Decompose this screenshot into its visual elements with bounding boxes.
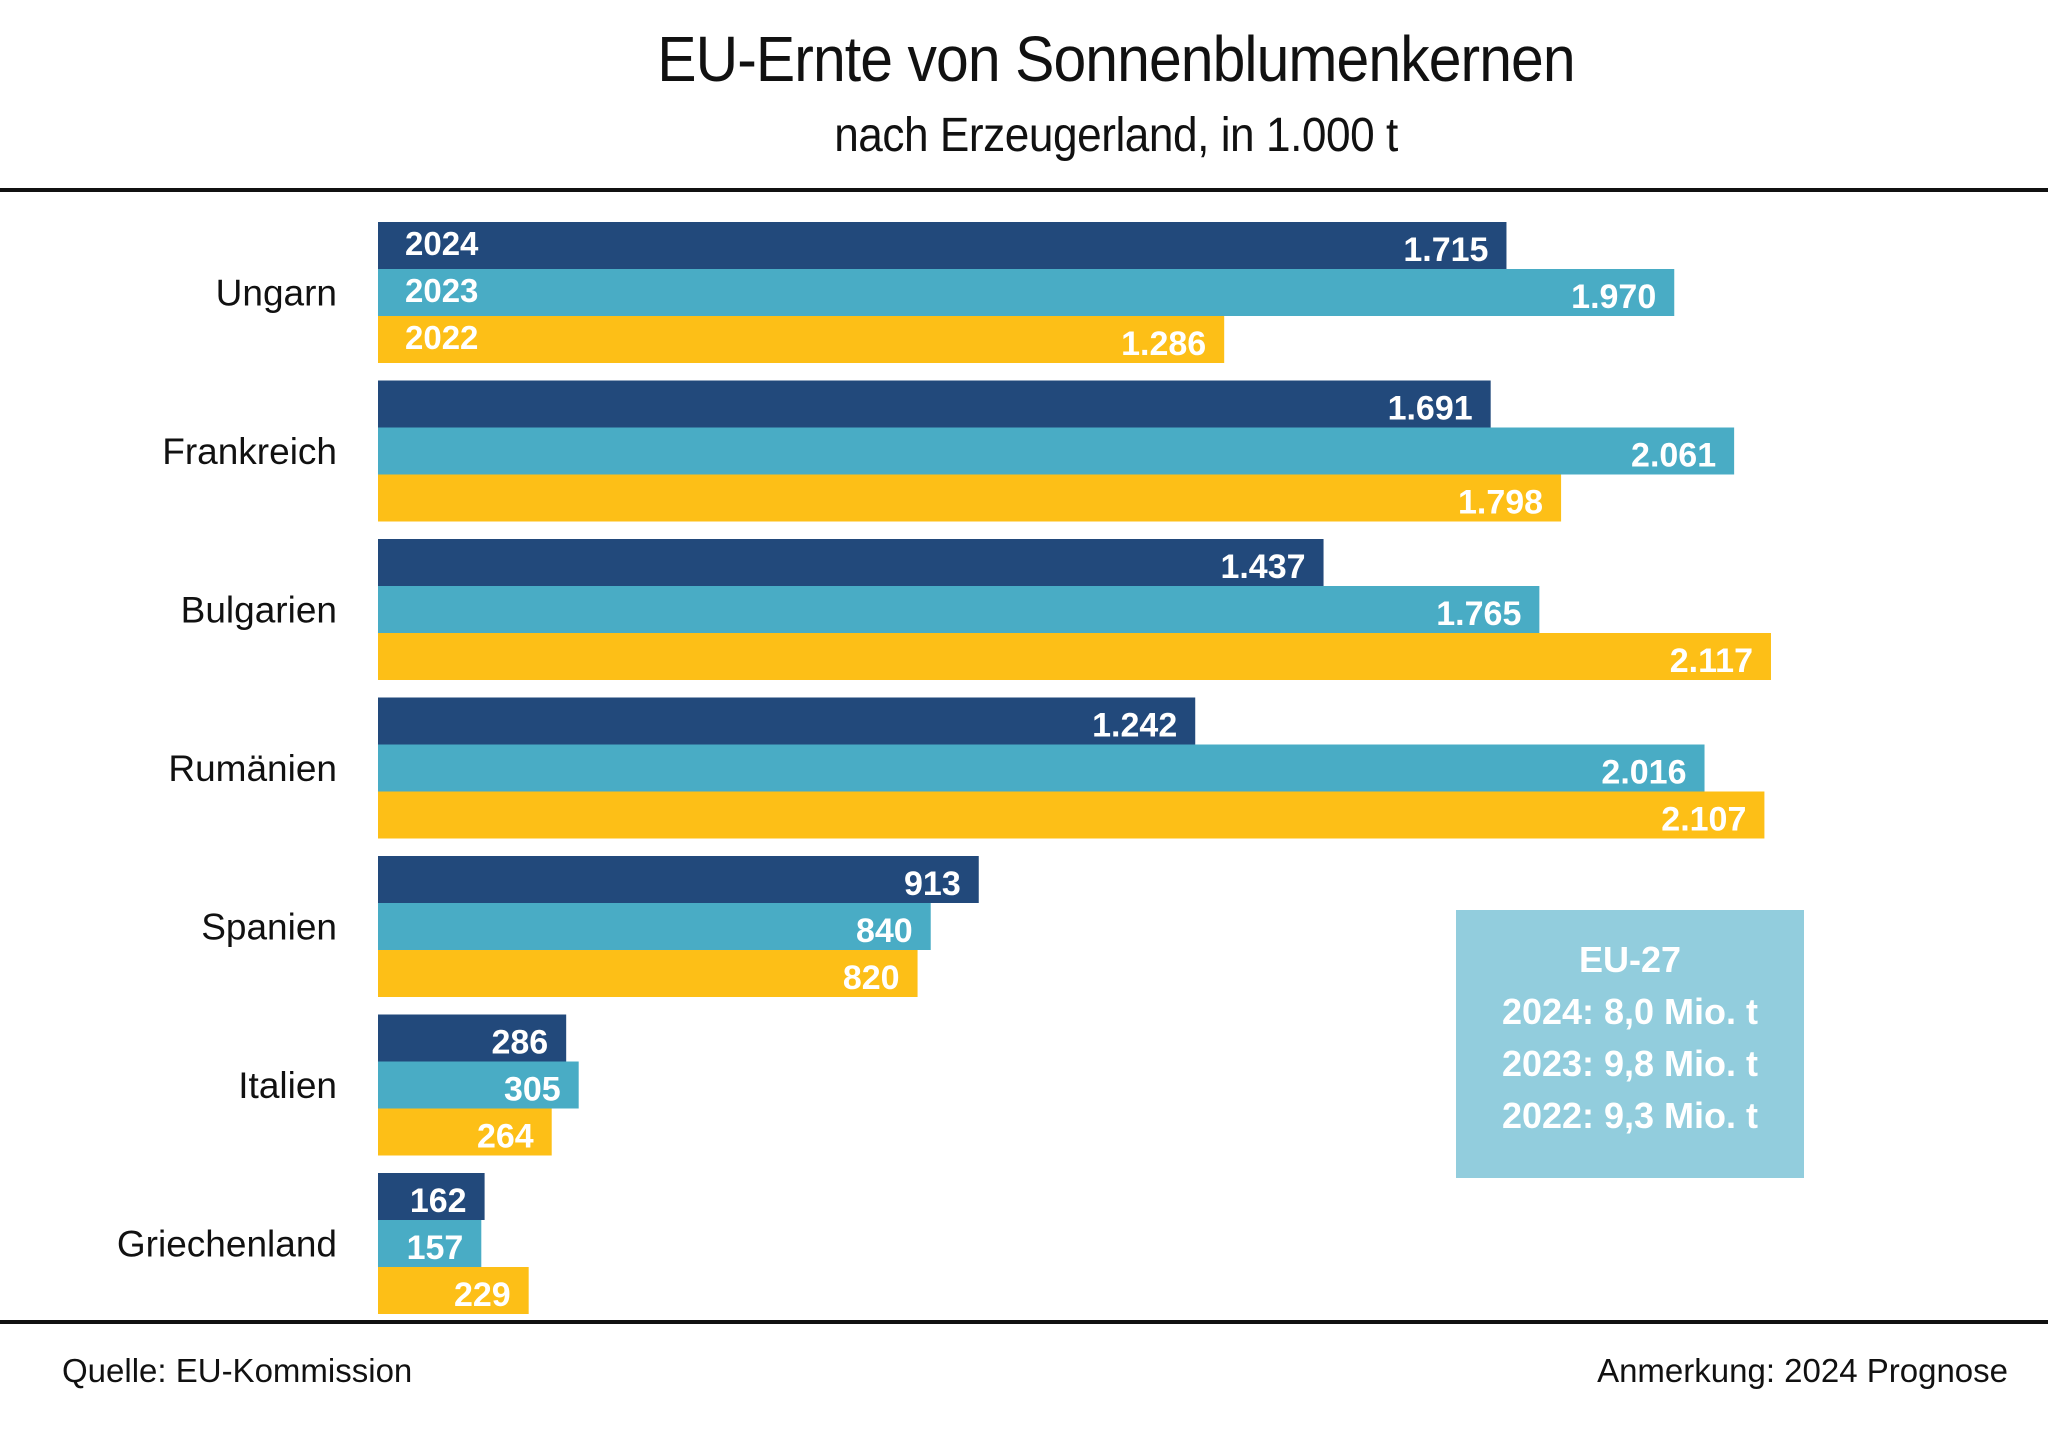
bar-2022 bbox=[378, 1267, 529, 1314]
bar-2022 bbox=[378, 633, 1771, 680]
category-label: Rumänien bbox=[168, 748, 337, 789]
bar-2022 bbox=[378, 791, 1765, 839]
eu-total-title: EU-27 bbox=[1578, 939, 1682, 980]
data-label: 305 bbox=[504, 1071, 561, 1109]
category-label: Griechenland bbox=[117, 1224, 337, 1265]
bar-2023 bbox=[378, 744, 1705, 792]
bar-2024 bbox=[378, 539, 1324, 586]
bottom-divider bbox=[0, 1320, 2048, 1324]
eu-total-2022: 2022: 9,3 Mio. t bbox=[1501, 1095, 1759, 1136]
bar-2023 bbox=[378, 427, 1735, 475]
legend-label-2024: 2024 bbox=[405, 225, 479, 262]
bar-2024 bbox=[378, 1014, 567, 1062]
footnote: Anmerkung: 2024 Prognose bbox=[1597, 1352, 2008, 1389]
data-label: 840 bbox=[856, 912, 913, 950]
bar-2024 bbox=[378, 697, 1196, 745]
data-label: 2.117 bbox=[1670, 642, 1753, 680]
bar-2023 bbox=[378, 1061, 579, 1109]
eu-total-box: EU-27 2024: 8,0 Mio. t 2023: 9,8 Mio. t … bbox=[1456, 910, 1804, 1178]
data-label: 162 bbox=[410, 1182, 467, 1220]
bar-2022 bbox=[378, 474, 1562, 522]
bar-2024 bbox=[378, 380, 1491, 428]
category-label: Italien bbox=[238, 1065, 337, 1106]
bar-2022 bbox=[378, 1108, 552, 1156]
data-label: 1.798 bbox=[1458, 484, 1543, 522]
eu-total-2023: 2023: 9,8 Mio. t bbox=[1501, 1043, 1759, 1084]
data-label: 2.107 bbox=[1661, 801, 1746, 839]
data-label: 2.016 bbox=[1601, 754, 1686, 792]
legend-label-2022: 2022 bbox=[405, 319, 478, 356]
bar-2023 bbox=[378, 586, 1540, 633]
data-label: 264 bbox=[477, 1118, 534, 1156]
data-label: 157 bbox=[407, 1229, 464, 1267]
source-note: Quelle: EU-Kommission bbox=[62, 1352, 413, 1389]
eu-total-2024: 2024: 8,0 Mio. t bbox=[1501, 991, 1759, 1032]
top-divider bbox=[0, 188, 2048, 192]
category-label: Ungarn bbox=[216, 273, 337, 314]
data-label: 1.691 bbox=[1388, 390, 1473, 428]
data-label: 286 bbox=[491, 1024, 548, 1062]
data-label: 1.286 bbox=[1121, 325, 1206, 363]
chart-subtitle: nach Erzeugerland, in 1.000 t bbox=[834, 109, 1398, 162]
category-label: Frankreich bbox=[162, 431, 337, 472]
bar-2023 bbox=[378, 1220, 482, 1267]
bar-2023 bbox=[378, 903, 931, 950]
bar-2023 bbox=[378, 269, 1675, 316]
category-label: Spanien bbox=[201, 907, 337, 948]
category-label: Bulgarien bbox=[181, 590, 337, 631]
data-label: 1.970 bbox=[1571, 278, 1656, 316]
data-label: 1.765 bbox=[1436, 595, 1521, 633]
bar-2024 bbox=[378, 856, 979, 903]
data-label: 913 bbox=[904, 865, 961, 903]
bar-2022 bbox=[378, 950, 918, 997]
data-label: 1.242 bbox=[1092, 707, 1177, 745]
legend-label-2023: 2023 bbox=[405, 272, 478, 309]
data-label: 820 bbox=[843, 959, 900, 997]
bar-2022 bbox=[378, 316, 1225, 363]
data-label: 229 bbox=[454, 1276, 511, 1314]
data-label: 1.437 bbox=[1220, 548, 1305, 586]
bar-2024 bbox=[378, 222, 1507, 269]
bar-2024 bbox=[378, 1173, 485, 1220]
data-label: 2.061 bbox=[1631, 437, 1716, 475]
chart-title: EU-Ernte von Sonnenblumenkernen bbox=[657, 23, 1575, 95]
data-label: 1.715 bbox=[1403, 231, 1488, 269]
